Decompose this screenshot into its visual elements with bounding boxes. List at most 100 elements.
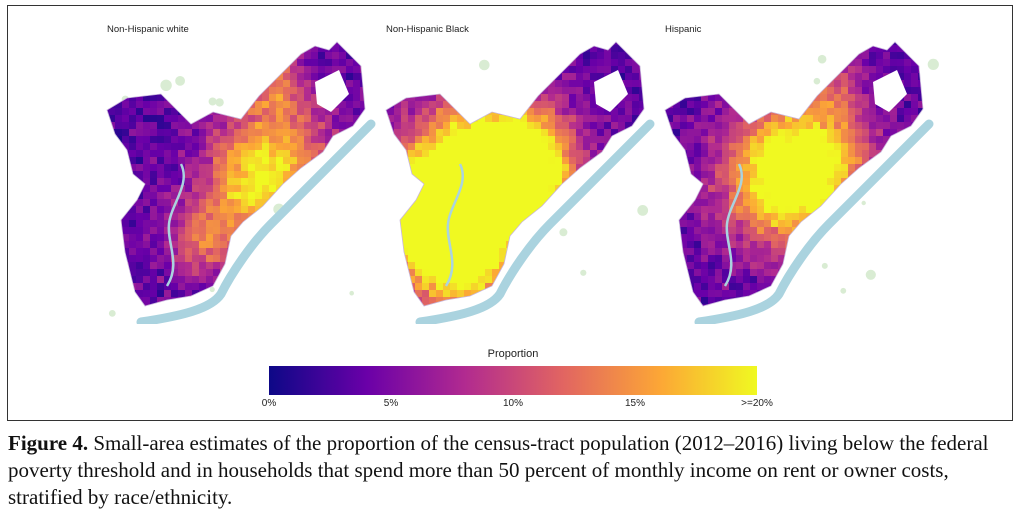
tract-cell [213,269,221,277]
tract-cell [792,192,800,200]
tract-cell [429,80,437,88]
tract-cell [401,185,409,193]
tract-cell [185,192,193,200]
tract-cell [248,283,256,291]
tract-cell [632,45,640,53]
tract-cell [785,45,793,53]
tract-cell [520,185,528,193]
tract-cell [611,52,619,60]
tract-cell [199,45,207,53]
tract-cell [192,59,200,67]
tract-cell [743,66,751,74]
tract-cell [269,136,277,144]
tract-cell [143,87,151,95]
tract-cell [206,164,214,172]
tract-cell [708,45,716,53]
tract-cell [855,150,863,158]
tract-cell [394,283,402,291]
tract-cell [346,276,354,284]
tract-cell [666,136,674,144]
tract-cell [107,220,109,228]
tract-cell [506,108,514,116]
tract-cell [401,59,409,67]
tract-cell [387,206,395,214]
tract-cell [534,283,542,291]
tract-cell [708,276,716,284]
poverty-map [106,41,376,324]
tract-cell [339,136,347,144]
tract-cell [646,101,653,108]
tract-cell [771,59,779,67]
tract-cell [325,283,333,291]
tract-cell [590,59,598,67]
tract-cell [639,143,644,151]
tract-cell [157,157,165,165]
tract-cell [213,185,221,193]
tract-cell [576,59,584,67]
tract-cell [548,122,556,130]
tract-cell [918,241,923,249]
tract-cell [687,157,695,165]
tract-cell [673,171,681,179]
tract-cell [283,157,291,165]
tract-cell [241,178,249,186]
tract-cell [876,185,884,193]
tract-cell [576,66,584,74]
tract-cell [534,220,542,228]
tract-cell [513,136,521,144]
tract-cell [736,45,744,53]
tract-cell [122,66,130,74]
tract-cell [304,136,312,144]
tract-cell [729,66,737,74]
tract-cell [276,227,284,235]
tract-cell [471,45,479,53]
tract-cell [799,192,807,200]
tract-cell [897,192,905,200]
tract-cell [743,241,751,249]
tract-cell [471,42,479,46]
tract-cell [290,318,297,324]
tract-cell [192,241,200,249]
tract-cell [604,234,612,242]
tract-cell [415,283,423,291]
tract-cell [353,94,361,102]
tract-cell [625,227,633,235]
tract-cell [862,143,870,151]
tract-cell [318,66,326,74]
tract-cell [736,157,744,165]
tract-cell [325,150,333,158]
tract-cell [590,297,598,305]
tract-cell [764,108,772,116]
tract-cell [199,129,207,137]
tract-cell [450,52,458,60]
tract-cell [757,206,765,214]
tract-cell [799,115,807,123]
tract-cell [429,42,437,46]
tract-cell [911,171,919,179]
tract-cell [827,206,835,214]
tract-cell [171,206,179,214]
tract-cell [834,241,842,249]
tract-cell [478,45,486,53]
tract-cell [192,227,200,235]
tract-cell [339,255,347,263]
tract-cell [764,290,772,298]
tract-cell [665,234,667,242]
tract-cell [422,276,430,284]
tract-cell [890,122,898,130]
tract-cell [680,276,688,284]
tract-cell [666,220,674,228]
tract-cell [386,192,388,200]
park-area [927,58,939,70]
tract-cell [353,255,361,263]
tract-cell [367,164,374,171]
panel-title: Non-Hispanic Black [386,24,469,35]
tract-cell [764,143,772,151]
tract-cell [569,73,577,81]
tract-cell [129,304,137,306]
tract-cell [129,143,137,151]
tract-cell [318,157,326,165]
tract-cell [241,115,249,123]
tract-cell [855,213,863,221]
tract-cell [164,157,172,165]
